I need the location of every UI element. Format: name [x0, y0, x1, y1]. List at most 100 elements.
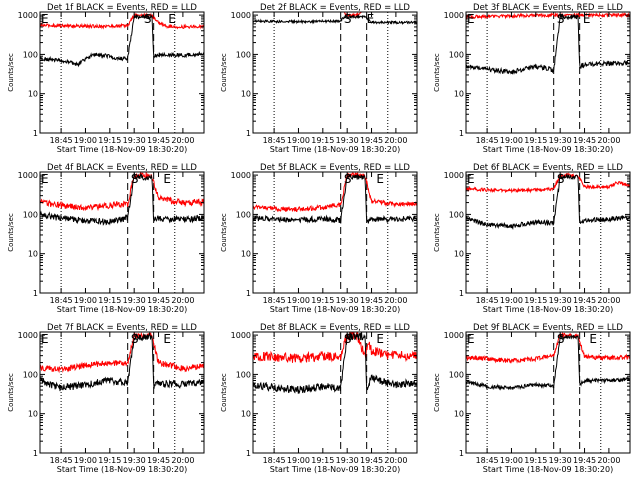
marker-e: E — [376, 332, 384, 346]
y-axis-label: Counts/sec — [220, 213, 228, 252]
y-axis-label: Counts/sec — [433, 373, 441, 412]
y-tick-label: 1 — [33, 449, 38, 458]
chart-title: Det 2f BLACK = Events, RED = LLD — [260, 3, 410, 13]
plot-area — [466, 332, 630, 453]
marker-s: S — [557, 12, 565, 26]
plot-area — [40, 332, 204, 453]
series-line-events — [40, 332, 204, 392]
x-tick-label: 19:00 — [74, 136, 97, 145]
marker-e: E — [583, 172, 591, 186]
y-tick-label: 10 — [241, 410, 251, 419]
x-tick-label: 19:30 — [549, 296, 572, 305]
x-tick-label: 19:00 — [500, 136, 523, 145]
marker-e: E — [376, 172, 384, 186]
series-line-lld — [40, 172, 204, 212]
x-tick-label: 19:15 — [524, 136, 547, 145]
y-axis-label: Counts/sec — [7, 53, 15, 92]
marker-s: S — [344, 332, 352, 346]
y-tick-label: 1000 — [444, 331, 464, 340]
x-tick-label: 18:45 — [263, 296, 286, 305]
y-tick-label: 1 — [246, 289, 251, 298]
series-line-lld — [253, 172, 417, 213]
series-line-events — [253, 332, 417, 395]
y-tick-label: 10 — [454, 410, 464, 419]
x-tick-label: 19:45 — [360, 136, 383, 145]
x-axis-label: Start Time (18-Nov-09 18:30:20) — [57, 465, 187, 474]
marker-s: S — [144, 12, 152, 26]
y-tick-label: 100 — [23, 370, 38, 379]
x-tick-label: 19:15 — [311, 296, 334, 305]
x-tick-label: 19:30 — [336, 136, 359, 145]
x-tick-label: 19:15 — [98, 456, 121, 465]
series-line-events — [466, 333, 630, 391]
series-line-events — [466, 173, 630, 230]
x-tick-label: 19:15 — [524, 456, 547, 465]
x-tick-label: 18:45 — [50, 296, 73, 305]
plot-frame — [465, 331, 631, 454]
plot-area — [40, 172, 204, 293]
marker-e: E — [367, 12, 375, 26]
x-tick-label: 20:00 — [384, 296, 407, 305]
x-tick-label: 19:45 — [147, 136, 170, 145]
x-tick-label: 18:45 — [476, 456, 499, 465]
y-tick-label: 1 — [33, 129, 38, 138]
x-axis-label: Start Time (18-Nov-09 18:30:20) — [57, 305, 187, 314]
y-tick-label: 100 — [449, 370, 464, 379]
series-line-lld — [40, 332, 204, 374]
x-tick-label: 18:45 — [476, 136, 499, 145]
x-axis-label: Start Time (18-Nov-09 18:30:20) — [270, 465, 400, 474]
marker-e: E — [467, 12, 475, 26]
y-tick-label: 1 — [459, 289, 464, 298]
plot-frame — [465, 171, 631, 294]
x-tick-label: 20:00 — [384, 456, 407, 465]
marker-e: E — [467, 172, 475, 186]
x-tick-label: 19:00 — [287, 456, 310, 465]
x-tick-label: 19:30 — [123, 456, 146, 465]
x-tick-label: 19:45 — [573, 456, 596, 465]
x-tick-label: 20:00 — [171, 296, 194, 305]
plot-frame — [252, 331, 418, 454]
x-tick-label: 18:45 — [263, 456, 286, 465]
plot-area — [466, 172, 630, 293]
marker-s: S — [557, 332, 565, 346]
y-tick-label: 1000 — [18, 11, 38, 20]
x-tick-label: 18:45 — [50, 456, 73, 465]
x-tick-label: 19:15 — [98, 136, 121, 145]
y-tick-label: 10 — [28, 250, 38, 259]
x-tick-label: 19:30 — [336, 296, 359, 305]
marker-e: E — [41, 172, 49, 186]
y-tick-label: 10 — [241, 250, 251, 259]
y-tick-label: 100 — [23, 210, 38, 219]
plot-frame — [252, 11, 418, 134]
x-tick-label: 19:00 — [500, 296, 523, 305]
plot-area — [253, 12, 417, 133]
marker-e: E — [589, 332, 597, 346]
y-axis-label: Counts/sec — [7, 213, 15, 252]
x-tick-label: 20:00 — [171, 136, 194, 145]
chart-title: Det 4f BLACK = Events, RED = LLD — [47, 163, 197, 173]
y-tick-label: 100 — [449, 50, 464, 59]
series-line-lld — [466, 172, 630, 194]
y-tick-label: 1 — [459, 129, 464, 138]
marker-s: S — [557, 172, 565, 186]
y-tick-label: 10 — [28, 90, 38, 99]
y-tick-label: 1000 — [231, 171, 251, 180]
y-tick-label: 100 — [449, 210, 464, 219]
x-tick-label: 19:15 — [98, 296, 121, 305]
marker-e: E — [583, 12, 591, 26]
x-tick-label: 19:00 — [287, 136, 310, 145]
plot-frame — [252, 171, 418, 294]
y-axis-label: Counts/sec — [433, 53, 441, 92]
series-line-events — [40, 13, 204, 68]
series-line-events — [40, 172, 204, 226]
y-tick-label: 1 — [459, 449, 464, 458]
series-line-lld — [40, 12, 204, 30]
y-axis-label: Counts/sec — [220, 53, 228, 92]
